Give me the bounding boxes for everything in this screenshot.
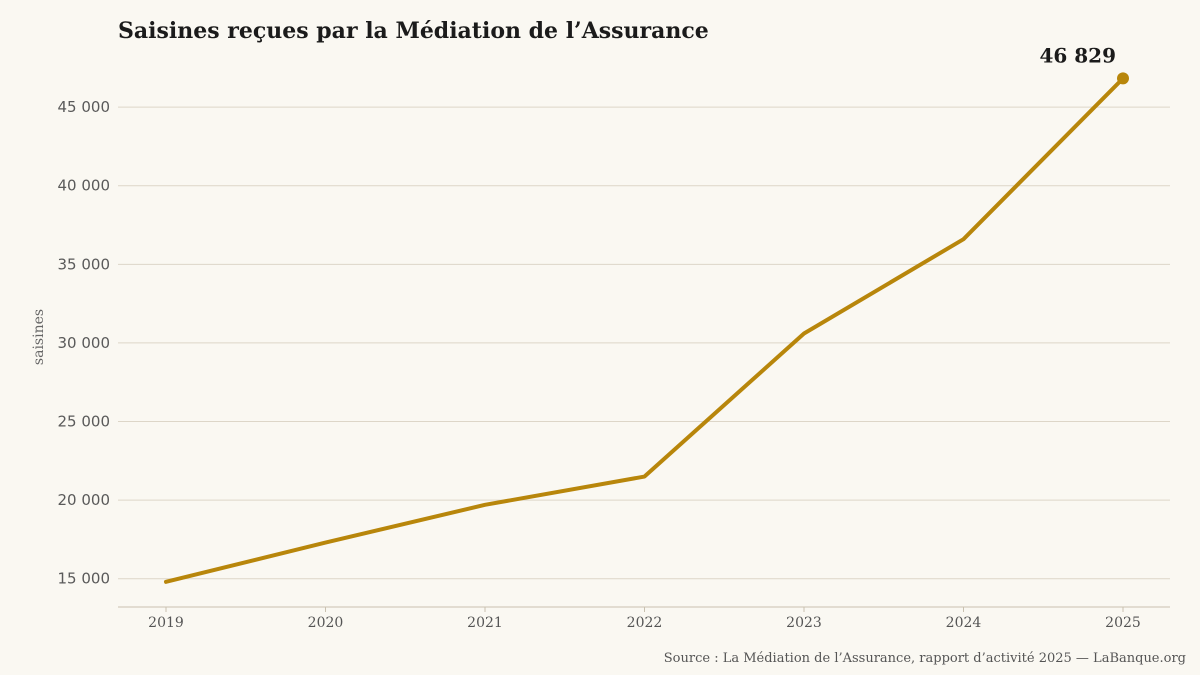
x-tick-label: 2023	[786, 615, 822, 631]
chart-title: Saisines reçues par la Médiation de l’As…	[118, 18, 709, 44]
y-tick-label: 30 000	[58, 334, 111, 352]
series-line	[164, 76, 1125, 584]
source-note: Source : La Médiation de l’Assurance, ra…	[663, 651, 1186, 666]
x-tick-label: 2020	[308, 615, 344, 631]
y-tick-label: 40 000	[58, 177, 111, 195]
end-value-label: 46 829	[1039, 43, 1116, 67]
y-tick-label: 25 000	[58, 413, 111, 431]
x-tick-label: 2025	[1105, 615, 1141, 631]
y-tick-label: 35 000	[58, 255, 111, 273]
y-tick-label: 20 000	[58, 491, 111, 509]
x-tick-label: 2022	[627, 615, 663, 631]
x-tick-label: 2021	[467, 615, 503, 631]
y-tick-labels: 15 000 20 000 25 000 30 000 35 000 40 000 45 0…	[58, 98, 111, 588]
x-tick-label: 2019	[148, 615, 184, 631]
gridlines	[118, 106, 1170, 580]
end-point-marker	[1117, 72, 1129, 85]
y-axis-label: saisines	[31, 309, 47, 365]
y-tick-label: 45 000	[58, 98, 111, 116]
series	[164, 72, 1129, 584]
x-tick-label: 2024	[946, 615, 982, 631]
x-tick-labels: 2019 2020 2021 2022 2023 2024 2025	[148, 607, 1141, 631]
y-tick-label: 15 000	[58, 570, 111, 588]
